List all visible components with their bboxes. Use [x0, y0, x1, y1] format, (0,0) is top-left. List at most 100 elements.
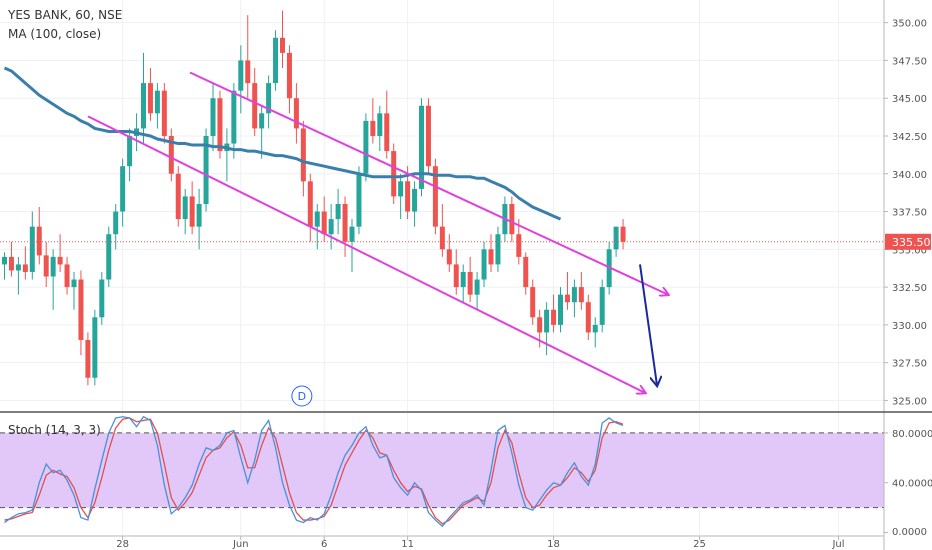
candle-body	[203, 135, 209, 204]
y-tick-label: 342.50	[892, 132, 927, 143]
candle-body	[599, 287, 605, 325]
ma-line	[3, 66, 562, 221]
candle-body	[544, 309, 550, 333]
candle-body	[620, 226, 626, 242]
stoch-k-line	[4, 415, 624, 528]
candle-body	[349, 226, 355, 242]
candle-body	[488, 249, 494, 265]
candle-body	[168, 135, 174, 174]
channel-lower-line	[87, 115, 645, 393]
candle-body	[425, 105, 431, 167]
dividend-marker-label: D	[298, 390, 306, 403]
candle-body	[266, 83, 272, 114]
candle-body	[99, 279, 105, 318]
y-tick-label: 340.00	[892, 170, 927, 181]
candle-body	[252, 83, 258, 129]
candle-body	[328, 219, 334, 235]
candle-body	[495, 234, 501, 265]
candle-body	[537, 317, 543, 333]
candle-body	[509, 203, 515, 235]
candle-body	[571, 287, 577, 303]
y-tick-label: 325.00	[892, 396, 927, 407]
y-tick-label: 337.50	[892, 208, 927, 219]
candle-body	[231, 90, 237, 144]
candle-body	[391, 151, 397, 197]
candle-body	[342, 203, 348, 242]
candle-body	[307, 181, 313, 227]
x-tick-label: Jul	[831, 539, 844, 550]
candle-body	[592, 324, 598, 333]
candle-body	[2, 256, 7, 265]
candle-body	[182, 196, 188, 220]
candle-body	[613, 226, 619, 250]
candle-body	[92, 317, 98, 378]
candle-body	[474, 279, 480, 295]
candle-body	[85, 339, 91, 378]
candle-body	[196, 203, 202, 227]
candle-body	[71, 279, 77, 288]
projection-arrow	[639, 264, 657, 385]
candle-body	[530, 287, 536, 318]
stoch-band-fill	[0, 432, 884, 508]
candle-body	[120, 166, 126, 212]
axis-labels: 325.00 327.50 330.00 332.50 335.00 337.50 340.…	[116, 19, 932, 550]
stoch-y-tick-label: 40.0000	[892, 479, 932, 490]
candle-body	[551, 309, 557, 325]
stoch-y-tick-label: 0.0000	[892, 527, 927, 538]
candle-body	[217, 98, 223, 152]
candle-body	[245, 60, 251, 84]
stoch-lines	[4, 415, 624, 528]
candle-body	[210, 98, 216, 136]
last-price-tag: 335.50	[885, 233, 931, 250]
dividend-marker-circle	[291, 385, 313, 407]
ma-100-line	[3, 66, 562, 221]
y-tick-label: 332.50	[892, 283, 927, 294]
candle-body	[558, 294, 563, 325]
event-marker[interactable]: D	[291, 385, 313, 407]
x-tick-label: 25	[693, 539, 706, 550]
candle-body	[377, 113, 383, 136]
candle-body	[293, 98, 299, 129]
y-tick-label: 335.00	[892, 245, 927, 256]
candle-body	[29, 226, 35, 272]
candle-body	[460, 271, 466, 288]
candle-body	[481, 249, 487, 280]
x-tick-label: 18	[547, 539, 560, 550]
candle-body	[280, 37, 285, 53]
candle-body	[64, 264, 70, 288]
candle-body	[141, 83, 146, 129]
candle-body	[585, 302, 591, 333]
y-tick-label: 330.00	[892, 321, 927, 332]
candle-body	[78, 279, 84, 340]
candle-body	[15, 264, 21, 271]
candle-body	[189, 196, 195, 227]
candle-body	[147, 83, 153, 114]
candle-body	[467, 271, 473, 295]
candle-body	[50, 256, 56, 277]
candle-body	[22, 264, 28, 272]
candle-body	[432, 166, 438, 227]
candle-body	[405, 181, 411, 212]
candle-body	[8, 256, 14, 271]
y-tick-label: 347.50	[892, 56, 927, 67]
channel-upper-line	[189, 71, 668, 295]
symbol-legend[interactable]: YES BANK, 60, NSE	[8, 8, 123, 22]
candle-body	[384, 113, 390, 152]
candle-body	[578, 287, 584, 303]
stoch-band	[0, 432, 884, 509]
candle-body	[398, 181, 404, 197]
stoch-y-tick-label: 80.0000	[892, 429, 932, 440]
ma-legend[interactable]: MA (100, close)	[8, 27, 102, 41]
candle-body	[154, 90, 160, 114]
trend-channel	[87, 71, 668, 393]
candle-body	[161, 90, 167, 136]
x-tick-label: 28	[116, 539, 129, 550]
candle-body	[439, 226, 445, 250]
candle-body	[57, 256, 63, 265]
stoch-legend[interactable]: Stoch (14, 3, 3)	[8, 423, 101, 437]
x-tick-label: Jun	[232, 539, 249, 550]
y-tick-label: 345.00	[892, 94, 927, 105]
